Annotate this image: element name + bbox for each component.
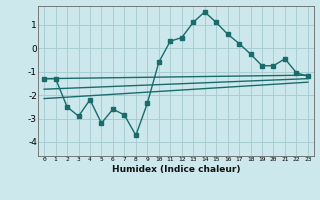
- X-axis label: Humidex (Indice chaleur): Humidex (Indice chaleur): [112, 165, 240, 174]
